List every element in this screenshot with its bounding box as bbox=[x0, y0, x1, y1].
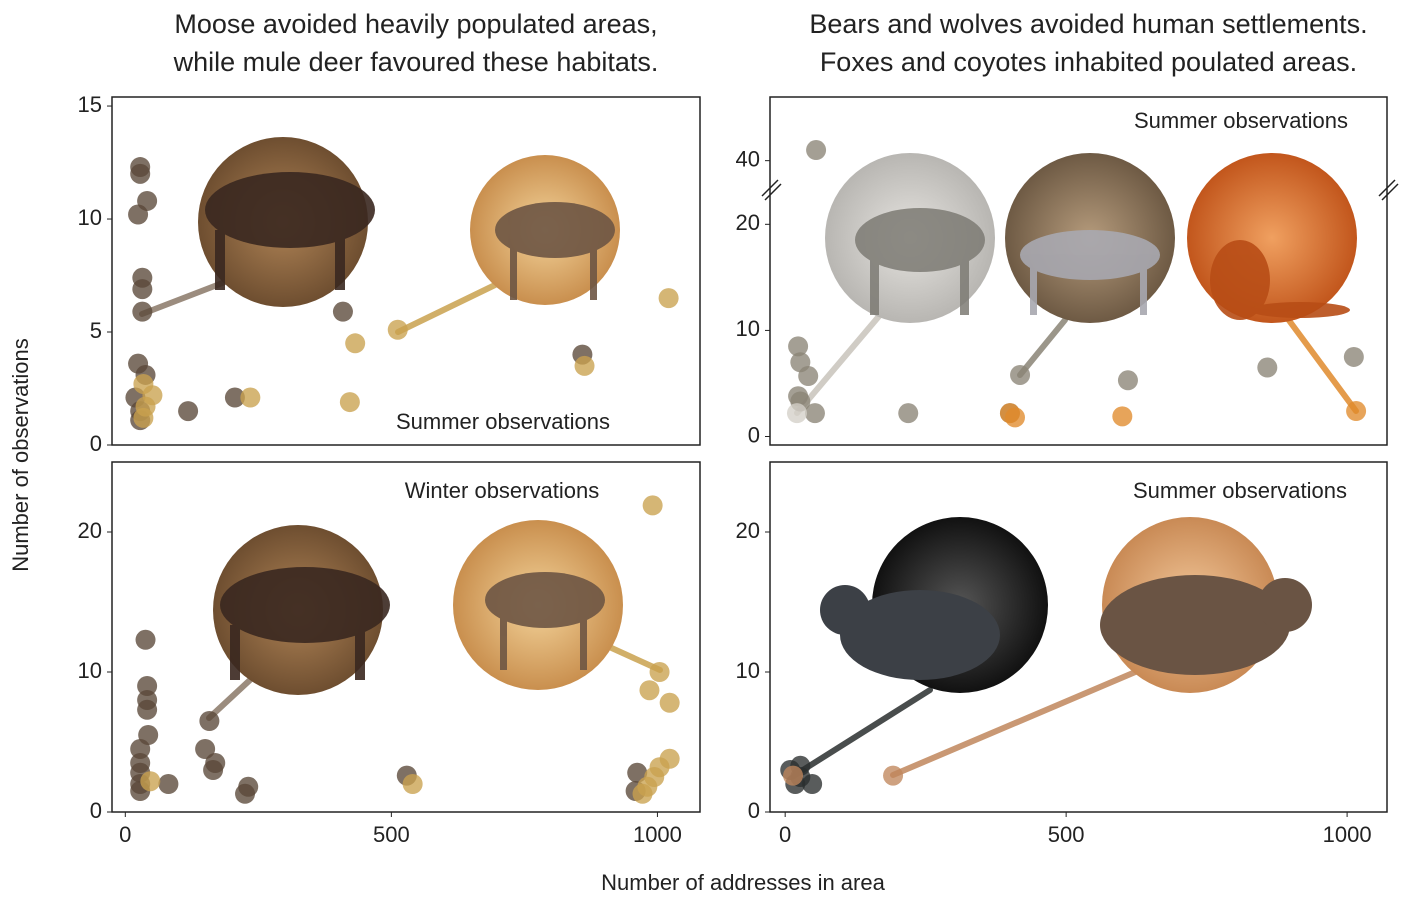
data-point bbox=[643, 495, 663, 515]
data-point bbox=[199, 711, 219, 731]
y-axis-label: Number of observations bbox=[8, 338, 33, 572]
panel-title: Moose avoided heavily populated areas, bbox=[174, 9, 657, 39]
figure: Number of observations Number of address… bbox=[0, 0, 1406, 901]
data-point bbox=[158, 774, 178, 794]
data-point bbox=[1346, 401, 1366, 421]
x-tick-label: 1000 bbox=[1323, 822, 1372, 847]
y-tick-label: 40 bbox=[736, 146, 760, 171]
data-point bbox=[1344, 347, 1364, 367]
panel-annotation: Summer observations bbox=[396, 409, 610, 434]
y-tick-label: 5 bbox=[90, 318, 102, 343]
data-point bbox=[388, 320, 408, 340]
data-point bbox=[345, 333, 365, 353]
data-point bbox=[1118, 370, 1138, 390]
data-point bbox=[660, 749, 680, 769]
data-point bbox=[132, 302, 152, 322]
y-tick-label: 10 bbox=[736, 316, 760, 341]
data-point bbox=[136, 630, 156, 650]
data-point bbox=[403, 774, 423, 794]
y-tick-label: 10 bbox=[78, 658, 102, 683]
y-tick-label: 15 bbox=[78, 92, 102, 117]
y-tick-label: 0 bbox=[90, 798, 102, 823]
panel-title: while mule deer favoured these habitats. bbox=[173, 47, 659, 77]
x-tick-label: 0 bbox=[779, 822, 791, 847]
data-point bbox=[132, 279, 152, 299]
data-point bbox=[644, 767, 664, 787]
data-point bbox=[130, 164, 150, 184]
data-point bbox=[137, 700, 157, 720]
data-point bbox=[798, 366, 818, 386]
panel-annotation: Summer observations bbox=[1133, 478, 1347, 503]
data-point bbox=[783, 766, 803, 786]
panel-title: Foxes and coyotes inhabited poulated are… bbox=[820, 47, 1357, 77]
y-tick-label: 20 bbox=[78, 518, 102, 543]
data-point bbox=[203, 760, 223, 780]
data-point bbox=[650, 662, 670, 682]
data-point bbox=[178, 401, 198, 421]
panel-title: Bears and wolves avoided human settlemen… bbox=[809, 9, 1367, 39]
data-point bbox=[128, 205, 148, 225]
panel-annotation: Summer observations bbox=[1134, 108, 1348, 133]
data-point bbox=[883, 766, 903, 786]
data-point bbox=[340, 392, 360, 412]
data-point bbox=[1010, 365, 1030, 385]
data-point bbox=[333, 302, 353, 322]
data-point bbox=[660, 693, 680, 713]
y-tick-label: 20 bbox=[736, 210, 760, 235]
data-point bbox=[575, 356, 595, 376]
data-point bbox=[140, 771, 160, 791]
x-tick-label: 500 bbox=[1048, 822, 1085, 847]
x-tick-label: 1000 bbox=[633, 822, 682, 847]
data-point bbox=[787, 403, 807, 423]
data-point bbox=[1112, 406, 1132, 426]
data-point bbox=[240, 388, 260, 408]
y-tick-label: 10 bbox=[78, 205, 102, 230]
data-point bbox=[633, 784, 653, 804]
data-point bbox=[1005, 407, 1025, 427]
y-tick-label: 0 bbox=[748, 422, 760, 447]
panel-annotation: Winter observations bbox=[405, 478, 599, 503]
data-point bbox=[806, 140, 826, 160]
data-point bbox=[235, 784, 255, 804]
x-tick-label: 500 bbox=[373, 822, 410, 847]
y-tick-label: 10 bbox=[736, 658, 760, 683]
data-point bbox=[133, 408, 153, 428]
data-point bbox=[1257, 358, 1277, 378]
x-axis-label: Number of addresses in area bbox=[601, 870, 885, 895]
y-tick-label: 0 bbox=[748, 798, 760, 823]
data-point bbox=[639, 680, 659, 700]
data-point bbox=[659, 288, 679, 308]
x-tick-label: 0 bbox=[119, 822, 131, 847]
y-tick-label: 0 bbox=[90, 431, 102, 456]
y-tick-label: 20 bbox=[736, 518, 760, 543]
data-point bbox=[898, 403, 918, 423]
panel-frame bbox=[112, 97, 700, 445]
data-point bbox=[805, 403, 825, 423]
